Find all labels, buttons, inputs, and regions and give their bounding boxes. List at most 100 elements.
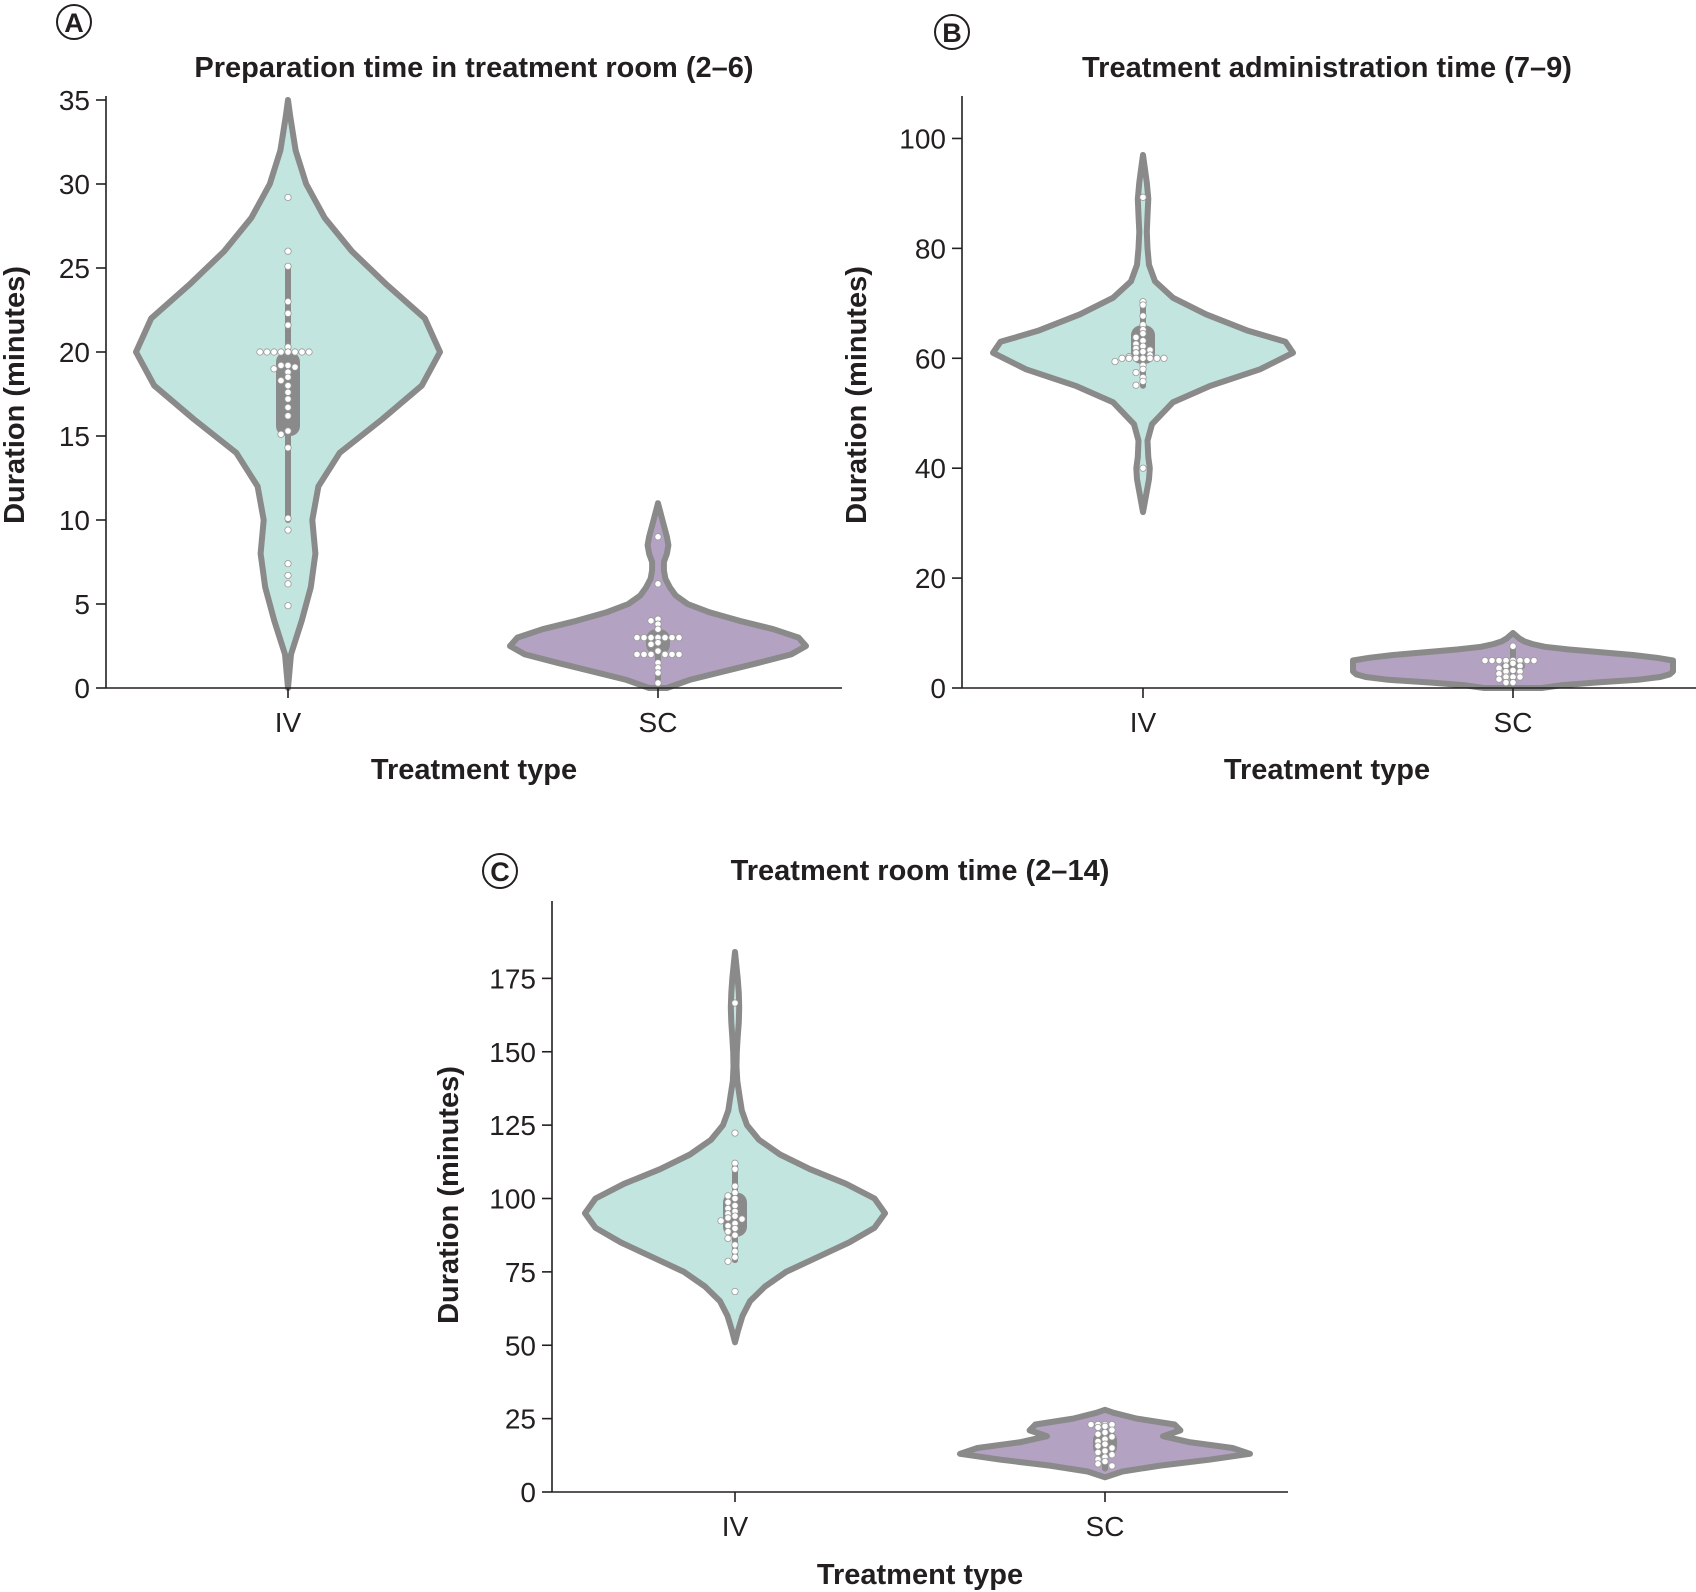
data-point bbox=[284, 247, 292, 255]
data-point bbox=[284, 412, 292, 420]
y-tick-label: 60 bbox=[915, 343, 946, 374]
data-point bbox=[1139, 329, 1147, 338]
data-point bbox=[1094, 1430, 1102, 1438]
y-tick-label: 100 bbox=[489, 1184, 536, 1215]
panel-a: A Preparation time in treatment room (2–… bbox=[0, 4, 842, 786]
panel-c-violins bbox=[582, 949, 1253, 1481]
data-point bbox=[284, 560, 292, 568]
panel-b-violins bbox=[990, 152, 1676, 691]
data-point bbox=[633, 633, 641, 642]
data-point bbox=[1495, 656, 1503, 665]
data-point bbox=[1101, 1457, 1109, 1466]
y-tick-label: 20 bbox=[59, 337, 90, 368]
panel-b: B Treatment administration time (7–9) Du… bbox=[841, 14, 1696, 786]
data-point bbox=[724, 1222, 732, 1230]
x-tick-label: SC bbox=[1086, 1511, 1125, 1542]
data-point bbox=[277, 348, 285, 356]
data-point bbox=[654, 639, 662, 647]
y-tick-label: 0 bbox=[520, 1477, 536, 1508]
panel-a-title: Preparation time in treatment room (2–6) bbox=[194, 52, 753, 84]
data-point bbox=[654, 625, 662, 633]
data-point bbox=[633, 650, 641, 659]
data-point bbox=[668, 650, 676, 659]
y-tick-label: 175 bbox=[489, 963, 536, 994]
y-tick-label: 10 bbox=[59, 505, 90, 536]
data-point bbox=[1502, 678, 1510, 687]
panel-a-x-axis-title: Treatment type bbox=[371, 754, 577, 786]
data-point bbox=[284, 309, 292, 317]
data-point bbox=[256, 348, 264, 356]
y-tick-label: 0 bbox=[74, 673, 90, 704]
data-point bbox=[1094, 1442, 1102, 1450]
data-point bbox=[284, 427, 292, 435]
data-point bbox=[731, 1241, 739, 1249]
data-point bbox=[1125, 354, 1133, 362]
data-point bbox=[1101, 1428, 1109, 1437]
y-tick-label: 35 bbox=[59, 85, 90, 116]
data-point bbox=[647, 650, 655, 659]
data-point bbox=[1094, 1423, 1102, 1432]
y-tick-label: 30 bbox=[59, 169, 90, 200]
data-point bbox=[284, 403, 292, 412]
data-point bbox=[647, 633, 655, 642]
data-point bbox=[654, 580, 662, 588]
panel-b-y-axis: 0 20 40 60 80 100 bbox=[899, 96, 963, 704]
data-point bbox=[1509, 666, 1517, 675]
panel-b-x-axis-title: Treatment type bbox=[1224, 754, 1430, 786]
y-tick-label: 25 bbox=[505, 1404, 536, 1435]
data-point bbox=[284, 602, 292, 610]
data-point bbox=[1108, 1433, 1116, 1441]
data-point bbox=[731, 1159, 739, 1167]
data-point bbox=[284, 297, 292, 306]
data-point bbox=[284, 193, 292, 202]
data-point bbox=[654, 679, 662, 687]
y-tick-label: 25 bbox=[59, 253, 90, 284]
data-point bbox=[731, 999, 739, 1007]
data-point bbox=[731, 1165, 739, 1173]
data-point bbox=[1139, 365, 1147, 373]
data-point bbox=[284, 373, 292, 381]
data-point bbox=[1108, 1451, 1116, 1459]
data-point bbox=[731, 1247, 739, 1255]
violin-sc bbox=[507, 500, 809, 691]
data-point bbox=[647, 640, 655, 648]
y-tick-label: 40 bbox=[915, 453, 946, 484]
data-point bbox=[1132, 354, 1140, 362]
data-point bbox=[731, 1212, 739, 1220]
data-point bbox=[1530, 656, 1538, 665]
data-point bbox=[291, 363, 299, 371]
data-point bbox=[1132, 381, 1140, 389]
x-tick-label: IV bbox=[275, 707, 302, 738]
data-point bbox=[270, 365, 278, 373]
y-tick-label: 0 bbox=[930, 673, 946, 704]
data-point bbox=[1108, 1462, 1116, 1470]
data-point bbox=[661, 633, 669, 642]
data-point bbox=[277, 376, 285, 385]
data-point bbox=[1516, 673, 1524, 681]
data-point bbox=[277, 430, 285, 438]
x-tick-label: IV bbox=[1130, 707, 1157, 738]
data-point bbox=[731, 1224, 739, 1233]
data-point bbox=[738, 1215, 746, 1223]
data-point bbox=[1101, 1422, 1109, 1430]
data-point bbox=[1509, 642, 1517, 650]
x-tick-label: SC bbox=[639, 707, 678, 738]
panel-b-y-axis-title: Duration (minutes) bbox=[841, 266, 873, 524]
data-point bbox=[731, 1287, 739, 1296]
panel-a-violins bbox=[133, 97, 809, 691]
y-tick-label: 100 bbox=[899, 123, 946, 154]
data-point bbox=[1146, 354, 1154, 362]
panel-a-plot: 0 5 10 15 20 25 30 35 IV SC bbox=[59, 85, 842, 738]
panel-c-y-axis-title: Duration (minutes) bbox=[433, 1066, 465, 1324]
data-point bbox=[1509, 659, 1517, 667]
panel-c-badge bbox=[482, 853, 518, 889]
data-point bbox=[1160, 354, 1168, 362]
data-point bbox=[1481, 656, 1489, 665]
panel-c-x-axis: IV SC bbox=[552, 1491, 1288, 1542]
data-point bbox=[640, 633, 648, 642]
panel-a-x-axis: IV SC bbox=[106, 687, 842, 738]
data-point bbox=[731, 1201, 739, 1210]
data-point bbox=[1139, 312, 1147, 320]
y-tick-label: 5 bbox=[74, 589, 90, 620]
